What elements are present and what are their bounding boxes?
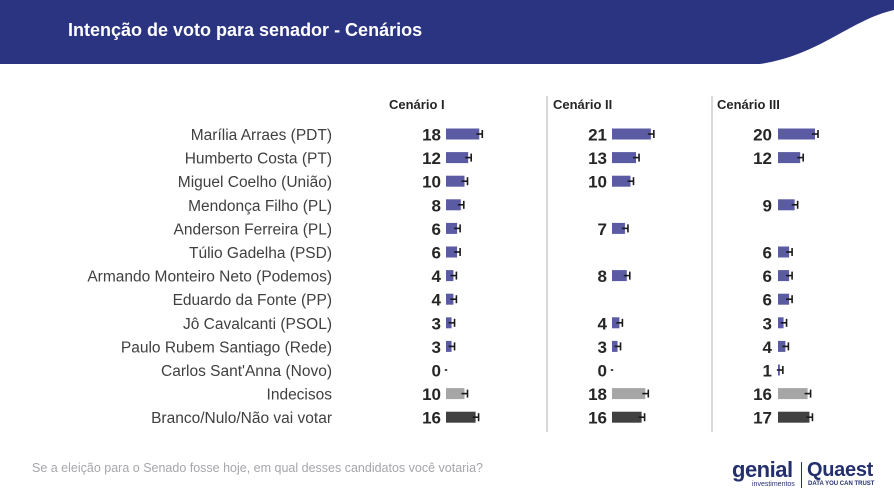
- value-label: 10: [588, 173, 607, 192]
- genial-logo: genial: [732, 457, 793, 482]
- header-banner: Intenção de voto para senador - Cenários: [0, 0, 894, 64]
- value-label: 21: [588, 126, 607, 145]
- bar: [446, 175, 465, 187]
- bar: [612, 152, 637, 164]
- bar: [612, 222, 625, 234]
- value-label: 8: [598, 267, 607, 286]
- bar: [778, 293, 790, 305]
- value-label: 10: [422, 173, 441, 192]
- value-label: 6: [763, 267, 772, 286]
- scenario-header: Cenário II: [553, 97, 612, 112]
- page-title: Intenção de voto para senador - Cenários: [68, 20, 423, 40]
- bar: [612, 388, 646, 400]
- bar: [446, 222, 458, 234]
- bar: [446, 152, 469, 164]
- value-label: 6: [763, 291, 772, 310]
- scenario-header: Cenário III: [717, 97, 780, 112]
- value-label: 16: [422, 409, 441, 428]
- category-label: Armando Monteiro Neto (Podemos): [87, 269, 332, 286]
- bar: [612, 411, 642, 423]
- bar: [778, 340, 786, 352]
- value-label: 4: [432, 267, 442, 286]
- value-label: 9: [763, 196, 772, 215]
- bar: [446, 270, 454, 282]
- category-label: Miguel Coelho (União): [178, 174, 332, 191]
- value-label: 6: [432, 244, 441, 263]
- category-label: Humberto Costa (PT): [185, 151, 332, 168]
- value-label: 4: [763, 338, 773, 357]
- value-label: 17: [753, 409, 772, 428]
- bar: [446, 388, 465, 400]
- bar: [446, 128, 480, 140]
- category-label: Marília Arraes (PDT): [191, 127, 332, 144]
- category-label: Indecisos: [267, 387, 333, 404]
- bar: [778, 411, 810, 423]
- value-label: 6: [432, 220, 441, 239]
- value-label: 4: [598, 314, 608, 333]
- value-label: 0: [598, 362, 607, 381]
- value-label: 12: [753, 149, 772, 168]
- value-label: 4: [432, 291, 442, 310]
- bar: [446, 199, 461, 211]
- category-label: Branco/Nulo/Não vai votar: [151, 410, 332, 427]
- bar: [446, 293, 454, 305]
- value-label: 10: [422, 385, 441, 404]
- value-label: 12: [422, 149, 441, 168]
- bar: [778, 388, 808, 400]
- bar: [446, 246, 458, 258]
- header-background: [0, 0, 894, 64]
- bar: [612, 270, 627, 282]
- bar: [778, 246, 790, 258]
- category-label: Carlos Sant'Anna (Novo): [161, 363, 332, 380]
- category-label: Anderson Ferreira (PL): [173, 221, 332, 238]
- genial-logo-subtitle: investimentos: [752, 481, 795, 488]
- value-label: 3: [432, 314, 441, 333]
- bar: [778, 152, 801, 164]
- value-label: 18: [588, 385, 607, 404]
- value-label: 3: [598, 338, 607, 357]
- survey-question: Se a eleição para o Senado fosse hoje, e…: [32, 461, 483, 475]
- category-label: Mendonça Filho (PL): [188, 198, 332, 215]
- quaest-logo: Quaest: [807, 459, 874, 481]
- value-label: 18: [422, 126, 441, 145]
- bar: [778, 199, 795, 211]
- value-label: 3: [763, 314, 772, 333]
- value-label: 6: [763, 244, 772, 263]
- bar: [446, 411, 476, 423]
- category-label: Paulo Rubem Santiago (Rede): [121, 339, 332, 356]
- category-label: Eduardo da Fonte (PP): [173, 292, 332, 309]
- bar: [778, 128, 815, 140]
- bar: [612, 128, 651, 140]
- value-label: 16: [588, 409, 607, 428]
- category-label: Túlio Gadelha (PSD): [189, 245, 332, 262]
- logo-separator: [801, 462, 802, 488]
- value-label: 16: [753, 385, 772, 404]
- scenario-header: Cenário I: [389, 97, 445, 112]
- bar: [778, 270, 790, 282]
- bar: [612, 317, 620, 329]
- category-label: Jô Cavalcanti (PSOL): [183, 316, 332, 333]
- value-label: 8: [432, 196, 441, 215]
- value-label: 20: [753, 126, 772, 145]
- value-label: 0: [432, 362, 441, 381]
- value-label: 13: [588, 149, 607, 168]
- quaest-logo-subtitle: DATA YOU CAN TRUST: [808, 481, 875, 487]
- value-label: 3: [432, 338, 441, 357]
- bar: [612, 175, 631, 187]
- value-label: 7: [598, 220, 607, 239]
- value-label: 1: [763, 362, 772, 381]
